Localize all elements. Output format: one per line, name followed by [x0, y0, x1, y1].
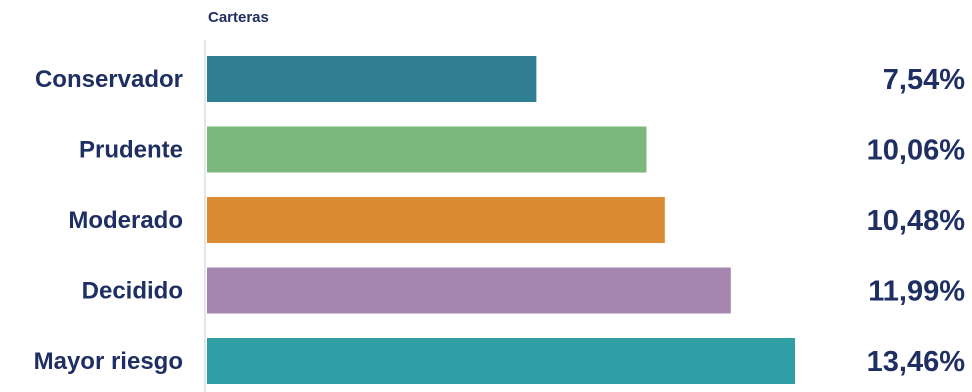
- bar-3: [207, 267, 731, 314]
- value-label-2: 10,48%: [867, 205, 966, 237]
- bar-4: [207, 338, 795, 384]
- category-label-0: Conservador: [35, 66, 183, 93]
- category-label-4: Mayor riesgo: [34, 348, 183, 375]
- bar-2: [207, 197, 665, 243]
- bars-group: [207, 56, 795, 384]
- category-label-2: Moderado: [68, 207, 183, 234]
- value-labels-group: 7,54% 10,06% 10,48% 11,99% 13,46%: [867, 64, 966, 378]
- category-label-1: Prudente: [79, 137, 183, 164]
- legend-title: Carteras: [208, 9, 269, 26]
- bar-0: [207, 56, 537, 102]
- value-label-4: 13,46%: [867, 346, 966, 378]
- bar-1: [207, 126, 647, 173]
- value-label-0: 7,54%: [883, 64, 965, 96]
- value-label-3: 11,99%: [868, 276, 965, 308]
- category-label-3: Decidido: [82, 278, 183, 305]
- value-label-1: 10,06%: [867, 135, 966, 167]
- category-labels-group: Conservador Prudente Moderado Decidido Mayor…: [34, 66, 183, 375]
